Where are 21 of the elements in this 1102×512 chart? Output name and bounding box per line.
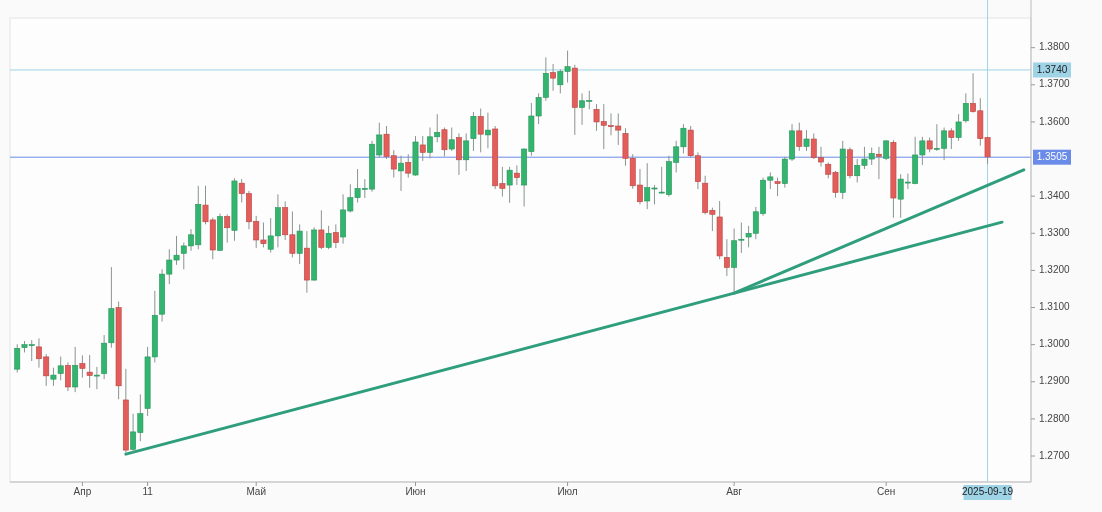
x-tick-label: Авг [726, 486, 743, 498]
y-tick-label: 1.3600 [1039, 115, 1071, 127]
x-tick-label: Сен [877, 486, 896, 498]
x-tick-label: Июн [405, 486, 426, 498]
y-tick-label: 1.3700 [1039, 78, 1071, 90]
ref-line-label: 1.3505 [1036, 150, 1068, 162]
x-tick-label: Июл [557, 486, 578, 498]
y-tick-label: 1.2900 [1039, 375, 1071, 387]
x-tick-label: Апр [73, 486, 92, 498]
x-tick-label: 2025-09-19 [961, 486, 1014, 498]
y-tick-label: 1.3100 [1039, 301, 1071, 313]
x-tick-label: Май [246, 486, 266, 498]
y-tick-label: 1.3300 [1039, 226, 1071, 238]
y-tick-label: 1.3000 [1039, 338, 1071, 350]
y-tick-label: 1.3800 [1039, 41, 1071, 53]
y-tick-label: 1.3400 [1039, 189, 1071, 201]
y-tick-label: 1.3200 [1039, 264, 1071, 276]
ref-line-label: 1.3740 [1036, 63, 1068, 75]
y-tick-label: 1.2700 [1039, 449, 1071, 461]
x-tick-label: 11 [142, 486, 154, 498]
y-tick-label: 1.2800 [1039, 412, 1071, 424]
